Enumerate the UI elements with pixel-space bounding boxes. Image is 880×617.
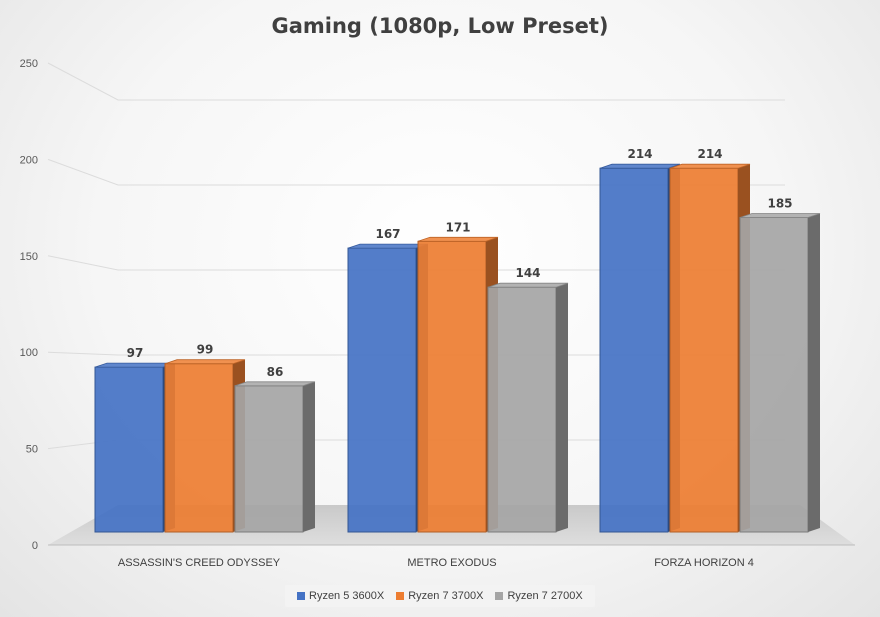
bar-front <box>164 363 234 533</box>
bar-side <box>556 283 568 532</box>
y-tick-label: 250 <box>20 58 38 70</box>
bar <box>417 236 499 533</box>
bar-top <box>417 236 499 242</box>
legend-label: Ryzen 7 3700X <box>408 590 484 602</box>
legend-item-ryzen-5-3600x: Ryzen 5 3600X <box>297 590 384 602</box>
bars <box>94 163 821 533</box>
legend: Ryzen 5 3600X Ryzen 7 3700X Ryzen 7 2700… <box>285 585 595 607</box>
bar-front <box>234 385 304 533</box>
bar-top <box>94 362 176 368</box>
chart-title: Gaming (1080p, Low Preset) <box>271 14 608 38</box>
legend-item-ryzen-7-3700x: Ryzen 7 3700X <box>396 590 483 602</box>
bar-front <box>739 217 809 533</box>
bar-front <box>599 167 669 533</box>
bar-top <box>599 163 681 169</box>
legend-swatch <box>297 592 305 600</box>
data-label: 185 <box>767 197 792 211</box>
bar <box>164 359 246 533</box>
y-tick-label: 150 <box>20 251 38 263</box>
data-label: 99 <box>197 343 214 357</box>
y-tick-label: 100 <box>20 347 38 359</box>
legend-item-ryzen-7-2700x: Ryzen 7 2700X <box>495 590 583 602</box>
legend-label: Ryzen 5 3600X <box>309 590 385 602</box>
bar-side <box>303 381 315 532</box>
bar <box>599 163 681 533</box>
y-tick-label: 50 <box>26 444 38 456</box>
bar <box>669 163 751 533</box>
data-label: 86 <box>267 365 284 379</box>
data-label: 97 <box>127 346 144 360</box>
y-tick-label: 200 <box>20 154 38 166</box>
x-tick-label: FORZA HORIZON 4 <box>654 557 754 569</box>
bar-front <box>417 240 487 533</box>
bar <box>347 243 429 533</box>
legend-swatch <box>495 592 504 600</box>
data-label: 214 <box>627 147 652 161</box>
gridline <box>47 62 785 101</box>
bar <box>234 381 316 533</box>
bar <box>739 213 821 533</box>
bar-top <box>739 213 821 218</box>
legend-label: Ryzen 7 2700X <box>507 590 583 602</box>
bar-top <box>234 381 316 387</box>
data-labels: 97 99 86 167 171 144 214 214 185 <box>127 147 793 379</box>
x-tick-label: ASSASSIN'S CREED ODYSSEY <box>118 557 281 569</box>
bar-top <box>347 243 429 249</box>
category-labels: ASSASSIN'S CREED ODYSSEY METRO EXODUS FORZ… <box>118 557 754 569</box>
data-label: 171 <box>445 220 470 234</box>
bar-top <box>487 282 569 288</box>
bar-front <box>669 167 739 533</box>
legend-swatch <box>396 592 405 600</box>
data-label: 214 <box>697 147 722 161</box>
y-tick-label: 0 <box>32 540 38 552</box>
bar-side <box>808 213 820 532</box>
x-tick-label: METRO EXODUS <box>407 557 496 569</box>
bar-front <box>347 247 417 533</box>
bar-front <box>94 366 164 533</box>
gridline <box>47 158 785 186</box>
data-label: 144 <box>515 266 540 280</box>
gridline <box>47 255 785 271</box>
bar <box>94 362 176 533</box>
bar-top <box>164 359 246 365</box>
data-label: 167 <box>375 227 400 241</box>
bar-front <box>487 286 557 533</box>
bar-top <box>669 163 751 169</box>
y-axis-ticks: 0 50 100 150 200 250 <box>20 58 38 552</box>
bar <box>487 282 569 533</box>
